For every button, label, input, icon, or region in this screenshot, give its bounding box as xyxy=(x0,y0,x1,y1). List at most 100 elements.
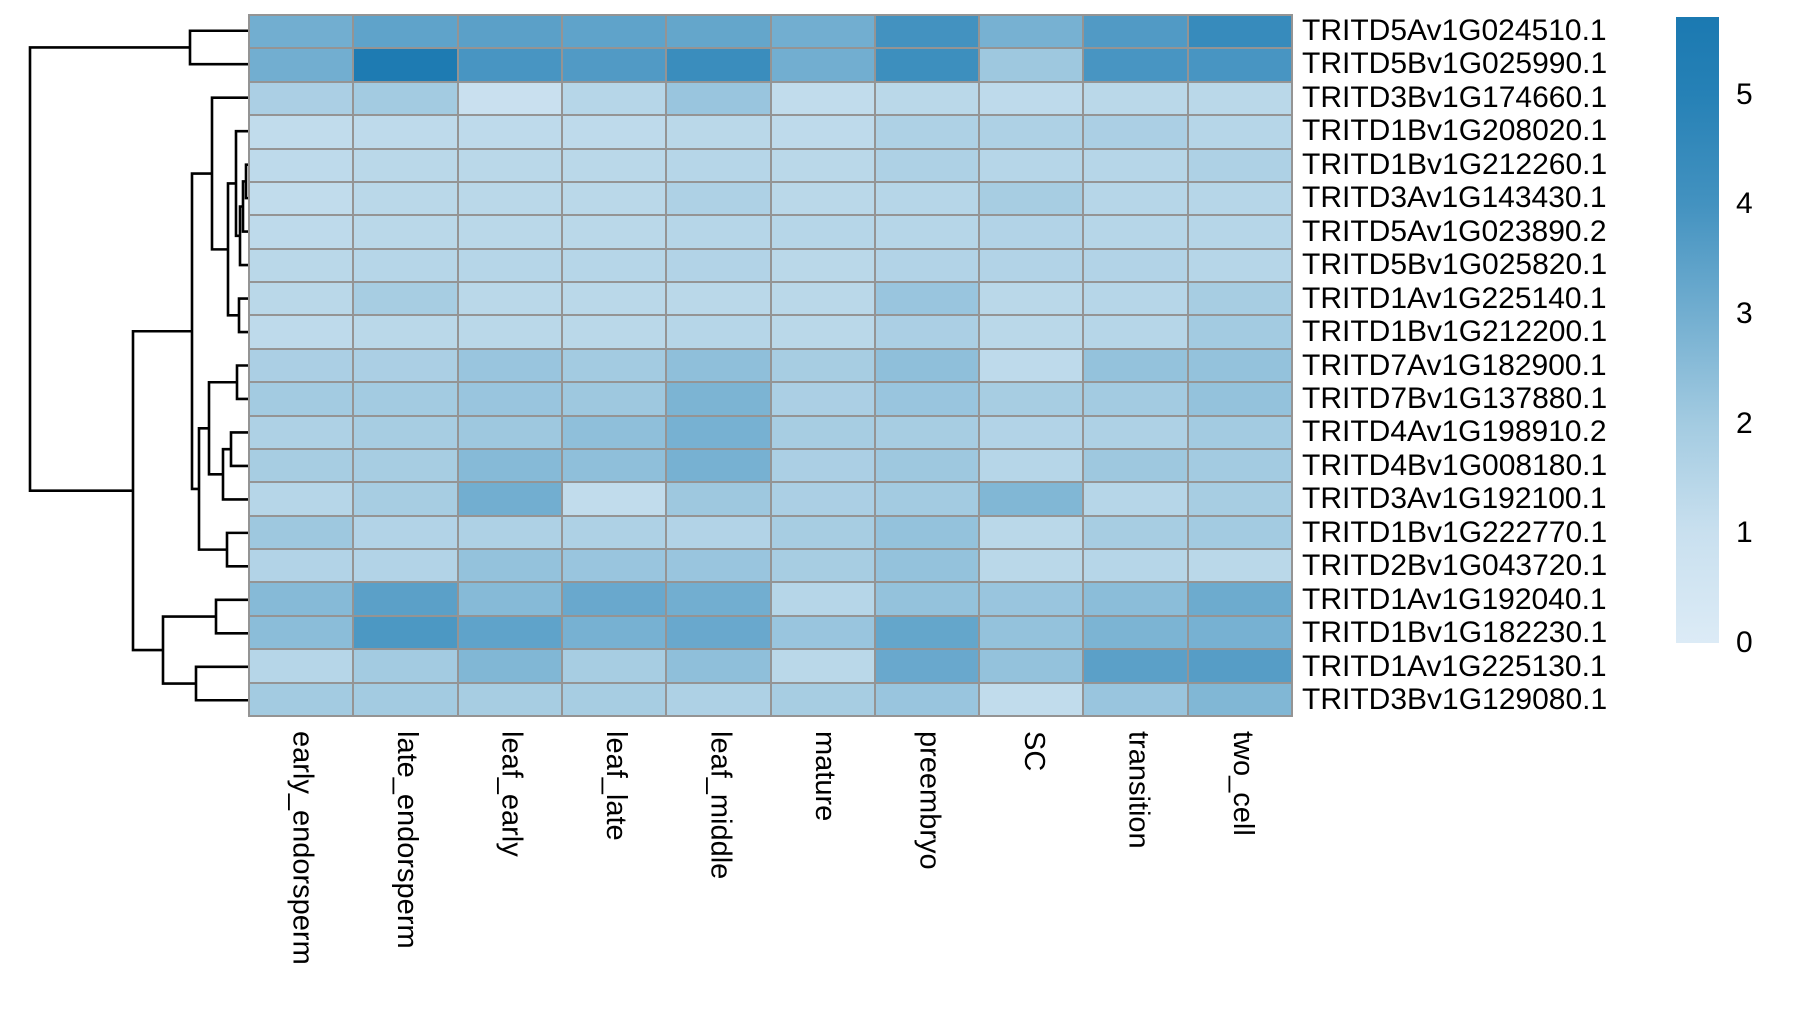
heatmap-cell xyxy=(354,616,457,649)
heatmap-cell xyxy=(1188,449,1291,482)
heatmap-cell xyxy=(354,416,457,448)
heatmap-cell xyxy=(1188,583,1291,615)
heatmap-cell xyxy=(354,449,457,482)
heatmap-cell xyxy=(667,383,770,415)
row-label: TRITD1Bv1G212260.1 xyxy=(1302,147,1608,181)
heatmap-cell xyxy=(667,216,770,248)
heatmap-cell xyxy=(980,383,1083,415)
heatmap-cell xyxy=(875,383,979,415)
heatmap-cell xyxy=(562,182,666,215)
heatmap-cell xyxy=(250,416,353,448)
heatmap-cell xyxy=(458,449,561,482)
heatmap-cell xyxy=(354,483,457,515)
column-label: leaf_middle xyxy=(704,731,737,880)
heatmap-cell xyxy=(875,583,979,615)
heatmap-cell xyxy=(1084,49,1187,81)
heatmap-cell xyxy=(250,182,353,215)
heatmap-cell xyxy=(771,216,874,248)
heatmap-cell xyxy=(1188,349,1291,382)
heatmap-cell xyxy=(562,149,666,181)
heatmap-cell xyxy=(1084,650,1187,682)
heatmap-cell xyxy=(1188,216,1291,248)
heatmap-cell xyxy=(1084,616,1187,649)
heatmap-cell xyxy=(1084,383,1187,415)
heatmap-cell xyxy=(1084,683,1187,715)
heatmap-cell xyxy=(980,316,1083,348)
heatmap-cell xyxy=(875,149,979,181)
heatmap-cell xyxy=(875,283,979,315)
heatmap-cell xyxy=(562,416,666,448)
heatmap-cell xyxy=(875,416,979,448)
heatmap-cell xyxy=(667,149,770,181)
heatmap-cell xyxy=(1188,383,1291,415)
heatmap-cell xyxy=(250,283,353,315)
heatmap-cell xyxy=(354,82,457,115)
heatmap-cell xyxy=(250,449,353,482)
heatmap-cell xyxy=(458,550,561,582)
heatmap-cell xyxy=(458,583,561,615)
row-label: TRITD7Av1G182900.1 xyxy=(1302,348,1607,382)
heatmap-cell xyxy=(980,149,1083,181)
heatmap-cell xyxy=(771,550,874,582)
row-label: TRITD5Av1G024510.1 xyxy=(1302,13,1607,47)
heatmap-cell xyxy=(771,249,874,282)
heatmap-cell xyxy=(354,182,457,215)
column-label: preembryo xyxy=(913,731,946,870)
heatmap-cell xyxy=(667,316,770,348)
heatmap-cell xyxy=(458,82,561,115)
heatmap-cell xyxy=(458,416,561,448)
column-label: leaf_late xyxy=(599,731,632,841)
heatmap-cell xyxy=(1084,516,1187,549)
heatmap-cell xyxy=(1188,550,1291,582)
heatmap-cell xyxy=(1084,449,1187,482)
heatmap-cell xyxy=(562,550,666,582)
column-label: late_endorsperm xyxy=(390,731,423,949)
heatmap-grid xyxy=(248,14,1293,717)
heatmap-cell xyxy=(458,316,561,348)
row-label: TRITD5Av1G023890.2 xyxy=(1302,214,1607,248)
heatmap-cell xyxy=(875,182,979,215)
heatmap-cell xyxy=(1084,349,1187,382)
heatmap-cell xyxy=(562,483,666,515)
heatmap-cell xyxy=(771,650,874,682)
row-label: TRITD3Av1G143430.1 xyxy=(1302,181,1607,215)
row-dendrogram xyxy=(28,29,250,702)
heatmap-cell xyxy=(667,650,770,682)
heatmap-cell xyxy=(1084,216,1187,248)
heatmap-cell xyxy=(250,516,353,549)
heatmap-cell xyxy=(771,149,874,181)
row-label: TRITD3Av1G192100.1 xyxy=(1302,482,1607,516)
heatmap-cell xyxy=(667,449,770,482)
heatmap-cell xyxy=(1188,283,1291,315)
heatmap-cell xyxy=(980,283,1083,315)
heatmap-cell xyxy=(1188,650,1291,682)
heatmap-cell xyxy=(875,683,979,715)
heatmap-cell xyxy=(771,316,874,348)
heatmap-cell xyxy=(875,116,979,148)
heatmap-cell xyxy=(354,16,457,48)
heatmap-cell xyxy=(354,516,457,549)
heatmap-cell xyxy=(458,49,561,81)
heatmap-cell xyxy=(1084,116,1187,148)
heatmap-cell xyxy=(1084,483,1187,515)
heatmap-cell xyxy=(354,316,457,348)
heatmap-cell xyxy=(667,283,770,315)
heatmap-cell xyxy=(1188,316,1291,348)
heatmap-cell xyxy=(667,116,770,148)
heatmap-cell xyxy=(562,683,666,715)
heatmap-cell xyxy=(1188,149,1291,181)
heatmap-cell xyxy=(1188,49,1291,81)
heatmap-cell xyxy=(354,249,457,282)
heatmap-cell xyxy=(980,449,1083,482)
heatmap-cell xyxy=(667,550,770,582)
heatmap-cell xyxy=(771,116,874,148)
heatmap-cell xyxy=(458,383,561,415)
column-label: transition xyxy=(1122,731,1155,849)
heatmap-cell xyxy=(562,616,666,649)
row-label: TRITD1Bv1G222770.1 xyxy=(1302,515,1608,549)
heatmap-cell xyxy=(667,483,770,515)
heatmap-cell xyxy=(875,49,979,81)
heatmap-cell xyxy=(875,550,979,582)
heatmap-cell xyxy=(667,349,770,382)
heatmap-cell xyxy=(458,483,561,515)
